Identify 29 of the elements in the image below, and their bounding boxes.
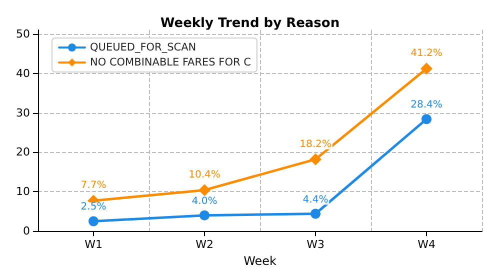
x-axis-title: Week (244, 254, 276, 268)
y-tick-label: 20 (16, 146, 30, 159)
x-tick-label: W3 (306, 238, 324, 252)
y-tick-label: 40 (16, 66, 30, 80)
data-label: 7.7% (80, 180, 106, 192)
legend-label: NO COMBINABLE FARES FOR C (90, 56, 251, 68)
data-label: 4.0% (192, 196, 218, 207)
data-label: 18.2% (300, 138, 332, 150)
data-label: 2.5% (80, 202, 106, 213)
x-tick-label: W4 (418, 238, 436, 252)
data-label: 28.4% (410, 100, 442, 111)
data-label: 41.2% (410, 48, 442, 60)
x-tick-label: W1 (84, 238, 102, 252)
point (420, 62, 432, 75)
point (422, 114, 432, 124)
x-tick-label: W2 (196, 238, 214, 252)
point (198, 184, 210, 196)
data-label: 10.4% (188, 170, 220, 181)
y-tick-label: 10 (16, 185, 30, 198)
point (310, 153, 322, 166)
y-tick-label: 30 (16, 106, 30, 120)
legend-label: QUEUED_FOR_SCAN (90, 42, 196, 54)
point (310, 208, 320, 219)
data-label: 4.4% (302, 194, 328, 206)
point (88, 216, 98, 226)
point (200, 210, 210, 220)
y-tick-label: 0 (23, 224, 30, 238)
y-tick-label: 50 (16, 27, 30, 40)
chart-title: Weekly Trend by Reason (160, 16, 340, 31)
